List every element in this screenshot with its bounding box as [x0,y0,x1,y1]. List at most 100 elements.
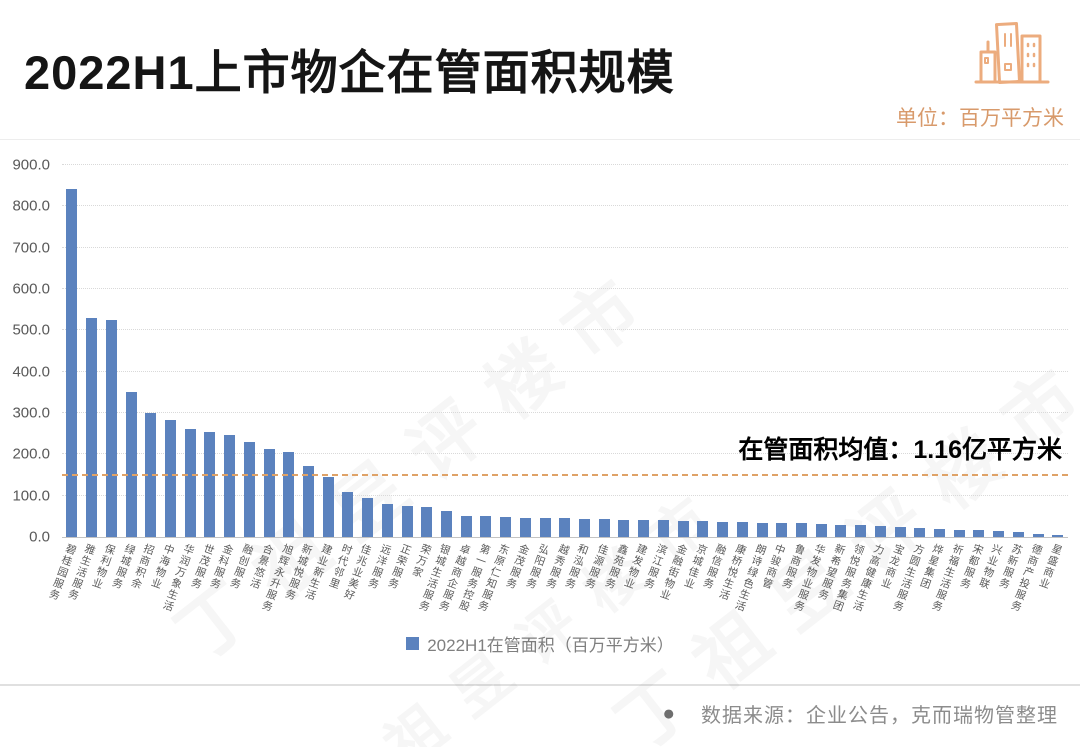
bar-slot [516,165,536,537]
bar-slot [811,165,831,537]
bar-slot [220,165,240,537]
bar [795,523,807,537]
y-axis: 0.0 100.0 200.0 300.0 400.0 500.0 600.0 700.0 80… [0,157,1080,546]
bar-slot [910,165,930,537]
bar [1012,532,1024,537]
bar-slot [890,165,910,537]
bar [579,518,591,537]
bar-chart: 丁祖昱评楼市 丁祖昱评楼市 丁祖昱评楼市 0.0 100.0 200.0 300.0 4… [0,157,1080,747]
bars [62,165,1068,537]
bar [559,518,571,537]
bar [204,432,216,537]
y-axis-tick-label: 100.0 [12,487,50,505]
bar-slot [989,165,1009,537]
bar [874,526,886,537]
bar-slot [555,165,575,537]
bar-slot [82,165,102,537]
bar-slot [614,165,634,537]
x-axis-labels: 碧桂园服务 雅生活服务 保利物业 绿城服务 招商积余 中海物业 华润万象生活 世茂服务 金科服务… [46,537,1068,642]
bar [86,317,98,537]
bar-slot [831,165,851,537]
bar-slot [732,165,752,537]
bar [1052,535,1064,537]
bar [421,506,433,537]
mean-line-annotation: 在管面积均值：1.16亿平方米 [738,435,1062,464]
bar [855,525,867,537]
bar [1032,533,1044,537]
bar-slot [279,165,299,537]
bar-slot [358,165,378,537]
footer: ● 数据来源：企业公告，克而瑞物管整理 [0,699,1080,728]
bar [184,428,196,537]
page-title: 2022H1上市物企在管面积规模 [24,46,675,99]
bar-slot [180,165,200,537]
bar [302,466,314,537]
bar-slot [437,165,457,537]
bar-slot [969,165,989,537]
bar [717,521,729,537]
bar [835,524,847,537]
legend-label: 2022H1在管面积（百万平方米） [427,635,674,655]
y-axis-tick-label: 700.0 [12,239,50,257]
gridline [62,246,1068,248]
bar [953,529,965,537]
bar-slot [318,165,338,537]
bar-slot [535,165,555,537]
unit-label: 单位：百万平方米 [896,107,1064,130]
bar [993,531,1005,537]
bullet-icon: ● [662,702,675,725]
bar [638,520,650,537]
bar-slot [417,165,437,537]
y-axis-tick-label: 600.0 [12,280,50,298]
bar [657,520,669,537]
y-axis-tick-label: 0.0 [29,528,50,546]
bar-slot [496,165,516,537]
x-label-slot: 星盛商业 [1036,537,1068,642]
bar [480,515,492,537]
bar-slot [713,165,733,537]
bar [618,519,630,537]
y-axis-tick-label: 300.0 [12,404,50,422]
bar-slot [1028,165,1048,537]
gridline [62,164,1068,165]
y-axis-tick-label: 500.0 [12,321,50,339]
bar-slot [141,165,161,537]
gridline [62,370,1068,372]
y-axis-tick-label: 200.0 [12,445,50,463]
gridline [62,288,1068,289]
bar-slot [1048,165,1068,537]
bar-slot [654,165,674,537]
bar [105,320,117,537]
gridline [62,494,1068,496]
bar [243,441,255,537]
bar-slot [693,165,713,537]
bar-slot [101,165,121,537]
bar [539,518,551,537]
bar [381,504,393,537]
bar [125,392,137,537]
bar [736,522,748,537]
y-axis-tick-label: 400.0 [12,363,50,381]
bar-slot [338,165,358,537]
bar-slot [456,165,476,537]
bar [362,497,374,537]
bar [342,492,354,537]
bar-slot [161,165,181,537]
bar [973,530,985,537]
bar [283,451,295,537]
bar [914,527,926,537]
bar [322,477,334,537]
y-axis-tick-label: 800.0 [12,197,50,215]
bar [66,188,78,537]
bar-slot [949,165,969,537]
mean-line [62,473,1068,476]
bar [697,521,709,537]
bar-slot [378,165,398,537]
gridline [62,412,1068,413]
bar [500,516,512,537]
bar-slot [397,165,417,537]
x-axis-line [62,537,1068,538]
bar-slot [772,165,792,537]
bar-slot [634,165,654,537]
header: 2022H1上市物企在管面积规模 单位：百万平方米 [0,0,1080,140]
